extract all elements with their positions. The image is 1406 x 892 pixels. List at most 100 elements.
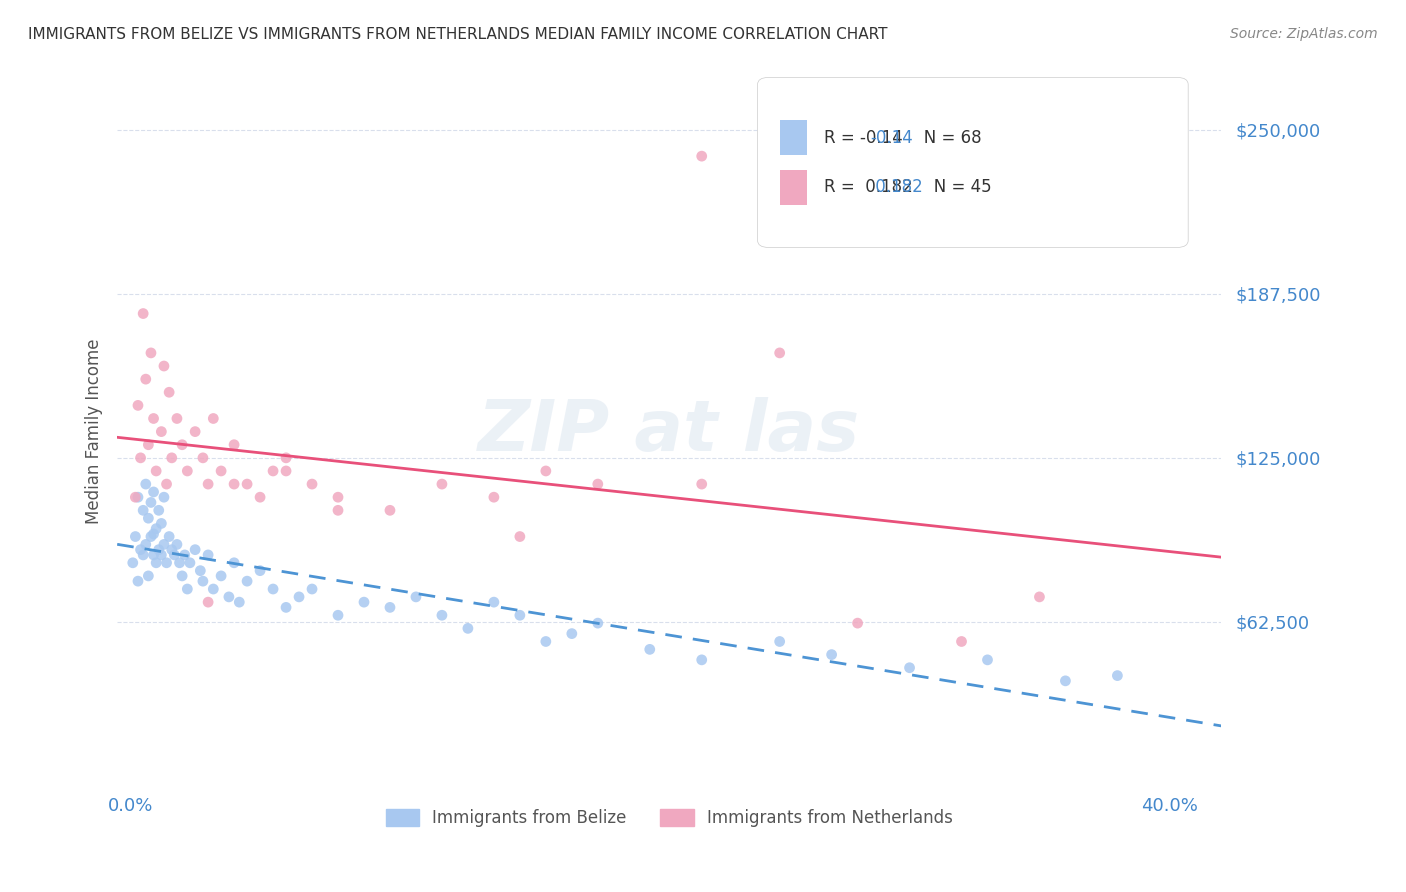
- Point: [142, 527, 165, 541]
- Point: [249, 564, 271, 578]
- Point: [274, 600, 297, 615]
- Point: [135, 372, 157, 386]
- Text: Source: ZipAtlas.com: Source: ZipAtlas.com: [1230, 27, 1378, 41]
- Point: [222, 477, 245, 491]
- Point: [145, 464, 167, 478]
- Point: [127, 490, 149, 504]
- Point: [197, 595, 219, 609]
- Point: [135, 537, 157, 551]
- Point: [378, 600, 401, 615]
- Text: IMMIGRANTS FROM BELIZE VS IMMIGRANTS FROM NETHERLANDS MEDIAN FAMILY INCOME CORRE: IMMIGRANTS FROM BELIZE VS IMMIGRANTS FRO…: [28, 27, 887, 42]
- Point: [132, 503, 155, 517]
- Text: R = -0.14    N = 68: R = -0.14 N = 68: [824, 128, 981, 146]
- Point: [586, 477, 609, 491]
- Point: [153, 359, 176, 373]
- Point: [846, 616, 869, 631]
- Point: [209, 569, 232, 583]
- Point: [1107, 668, 1129, 682]
- Point: [405, 590, 427, 604]
- Text: 0.182: 0.182: [870, 178, 922, 196]
- Point: [430, 608, 453, 623]
- Point: [127, 398, 149, 412]
- Point: [228, 595, 250, 609]
- Point: [157, 385, 180, 400]
- Point: [142, 548, 165, 562]
- Point: [153, 537, 176, 551]
- Point: [457, 621, 479, 635]
- Point: [202, 582, 225, 596]
- Point: [173, 548, 195, 562]
- Point: [139, 530, 162, 544]
- Point: [326, 490, 349, 504]
- Point: [138, 438, 160, 452]
- Point: [262, 464, 284, 478]
- Point: [172, 569, 194, 583]
- Point: [150, 548, 173, 562]
- Point: [482, 490, 505, 504]
- Text: R =  0.182    N = 45: R = 0.182 N = 45: [824, 178, 991, 196]
- Text: ZIP at las: ZIP at las: [478, 397, 860, 467]
- Point: [145, 556, 167, 570]
- Point: [148, 503, 170, 517]
- FancyBboxPatch shape: [780, 169, 807, 205]
- Point: [157, 530, 180, 544]
- Point: [236, 574, 259, 589]
- Point: [534, 464, 557, 478]
- Point: [191, 574, 214, 589]
- Point: [274, 450, 297, 465]
- Point: [184, 542, 207, 557]
- Point: [124, 530, 146, 544]
- Point: [236, 477, 259, 491]
- Point: [176, 582, 198, 596]
- Point: [326, 503, 349, 517]
- Point: [690, 149, 713, 163]
- Point: [132, 307, 155, 321]
- Point: [430, 477, 453, 491]
- Point: [197, 548, 219, 562]
- Point: [163, 548, 186, 562]
- Point: [179, 556, 201, 570]
- Point: [769, 634, 792, 648]
- Point: [139, 495, 162, 509]
- Point: [509, 530, 531, 544]
- Point: [249, 490, 271, 504]
- Point: [155, 556, 177, 570]
- Point: [218, 590, 240, 604]
- Point: [129, 542, 152, 557]
- Point: [150, 516, 173, 531]
- Point: [378, 503, 401, 517]
- Point: [202, 411, 225, 425]
- Point: [950, 634, 973, 648]
- Point: [145, 522, 167, 536]
- Point: [509, 608, 531, 623]
- Point: [561, 626, 583, 640]
- Point: [160, 450, 183, 465]
- Point: [1028, 590, 1050, 604]
- Point: [132, 548, 155, 562]
- Point: [326, 608, 349, 623]
- Point: [148, 542, 170, 557]
- Point: [638, 642, 661, 657]
- Point: [301, 582, 323, 596]
- Point: [898, 661, 921, 675]
- Point: [274, 464, 297, 478]
- Legend: Immigrants from Belize, Immigrants from Netherlands: Immigrants from Belize, Immigrants from …: [380, 803, 959, 834]
- Point: [166, 537, 188, 551]
- Y-axis label: Median Family Income: Median Family Income: [86, 339, 103, 524]
- Point: [353, 595, 375, 609]
- Point: [690, 477, 713, 491]
- Point: [142, 485, 165, 500]
- Point: [820, 648, 842, 662]
- Point: [166, 411, 188, 425]
- Point: [534, 634, 557, 648]
- Point: [138, 511, 160, 525]
- FancyBboxPatch shape: [758, 78, 1188, 247]
- Point: [127, 574, 149, 589]
- Point: [288, 590, 311, 604]
- Point: [124, 490, 146, 504]
- Point: [160, 542, 183, 557]
- Point: [121, 556, 143, 570]
- Point: [150, 425, 173, 439]
- Point: [153, 490, 176, 504]
- Point: [222, 556, 245, 570]
